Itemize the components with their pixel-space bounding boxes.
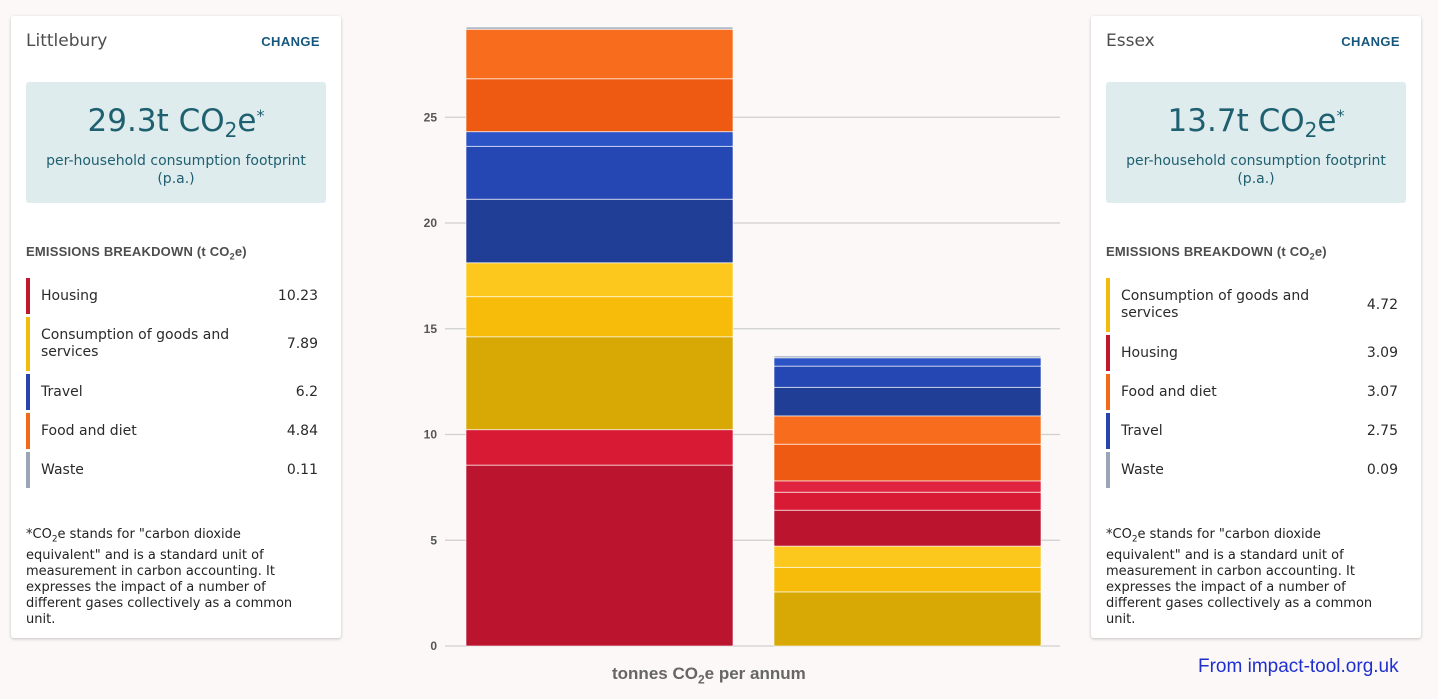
breakdown-item: Food and diet 4.84 (26, 413, 318, 449)
bar-segment (465, 336, 734, 431)
breakdown-item: Food and diet 3.07 (1106, 374, 1398, 410)
bar-segment (773, 365, 1042, 388)
bar-segment (773, 386, 1042, 417)
category-value: 6.2 (295, 384, 318, 400)
category-label: Waste (1121, 461, 1164, 478)
bar-segment (465, 28, 734, 80)
category-label: Housing (1121, 344, 1178, 361)
x-axis-label: tonnes CO2e per annum (612, 664, 806, 687)
y-tick-label: 5 (430, 533, 437, 547)
category-value: 2.75 (1366, 423, 1398, 439)
y-tick-label: 10 (424, 428, 438, 442)
y-tick-label: 0 (430, 639, 437, 653)
breakdown-title: EMISSIONS BREAKDOWN (t CO2e) (26, 244, 247, 262)
total-footprint-description: per-household consumption footprint (p.a… (46, 153, 306, 187)
category-swatch (1106, 335, 1110, 371)
bar-segment (773, 591, 1042, 647)
breakdown-item: Waste 0.11 (26, 452, 318, 488)
bar-segment (465, 145, 734, 200)
bar-segment (465, 131, 734, 147)
category-label: Travel (41, 383, 83, 400)
category-swatch (26, 278, 30, 314)
change-area-button[interactable]: CHANGE (1341, 34, 1400, 49)
co2e-footnote: *CO2e stands for "carbon dioxide equival… (26, 527, 293, 627)
category-value: 4.84 (286, 423, 318, 439)
category-swatch (1106, 278, 1110, 332)
breakdown-item: Housing 10.23 (26, 278, 318, 314)
category-swatch (26, 317, 30, 371)
breakdown-list: Consumption of goods and services 4.72 H… (1106, 278, 1398, 491)
total-footprint-box: 13.7t CO2e* per-household consumption fo… (1106, 82, 1406, 203)
category-label: Travel (1121, 422, 1163, 439)
category-value: 3.07 (1366, 384, 1398, 400)
bar-segment (773, 545, 1042, 568)
category-value: 0.09 (1366, 462, 1398, 478)
category-swatch (26, 374, 30, 410)
category-value: 0.11 (286, 462, 318, 478)
bar-segment (773, 355, 1042, 359)
total-footprint-description: per-household consumption footprint (p.a… (1126, 153, 1386, 187)
category-label: Waste (41, 461, 84, 478)
y-tick-label: 25 (424, 110, 438, 124)
bar-segment (465, 262, 734, 298)
bar-segment (773, 480, 1042, 493)
category-value: 3.09 (1366, 345, 1398, 361)
category-label: Consumption of goods and services (1121, 288, 1310, 321)
breakdown-list: Housing 10.23 Consumption of goods and s… (26, 278, 318, 491)
breakdown-title: EMISSIONS BREAKDOWN (t CO2e) (1106, 244, 1327, 262)
area-name: Littlebury (26, 31, 108, 51)
breakdown-item: Consumption of goods and services 4.72 (1106, 278, 1398, 332)
category-label: Food and diet (41, 422, 137, 439)
bar-segment (465, 198, 734, 264)
bar-segment (773, 357, 1042, 367)
stacked-bar-chart: 0 5 10 15 20 25 (424, 26, 1060, 653)
category-swatch (1106, 413, 1110, 449)
bar-segment (773, 509, 1042, 547)
y-tick-label: 15 (424, 322, 438, 336)
category-value: 4.72 (1366, 297, 1398, 313)
bar-segment (773, 491, 1042, 511)
category-swatch (1106, 374, 1110, 410)
right-area-card: Essex CHANGE 13.7t CO2e* per-household c… (1091, 16, 1421, 638)
bar-segment (465, 26, 734, 30)
category-swatch (1106, 452, 1110, 488)
breakdown-item: Waste 0.09 (1106, 452, 1398, 488)
breakdown-item: Consumption of goods and services 7.89 (26, 317, 318, 371)
breakdown-item: Travel 6.2 (26, 374, 318, 410)
bar-segment (465, 429, 734, 466)
co2e-footnote: *CO2e stands for "carbon dioxide equival… (1106, 527, 1373, 627)
left-area-card: Littlebury CHANGE 29.3t CO2e* per-househ… (11, 16, 341, 638)
source-link[interactable]: From impact-tool.org.uk (1198, 656, 1399, 677)
breakdown-item: Travel 2.75 (1106, 413, 1398, 449)
area-name: Essex (1106, 31, 1155, 51)
breakdown-item: Housing 3.09 (1106, 335, 1398, 371)
category-value: 10.23 (277, 288, 318, 304)
category-swatch (26, 413, 30, 449)
bar-segment (773, 443, 1042, 482)
category-label: Food and diet (1121, 383, 1217, 400)
bar-segment (465, 464, 734, 647)
change-area-button[interactable]: CHANGE (261, 34, 320, 49)
bar-segment (465, 296, 734, 338)
y-tick-label: 20 (424, 216, 438, 230)
total-footprint-value: 29.3t CO2e* (87, 103, 265, 142)
category-label: Consumption of goods and services (41, 327, 230, 360)
category-label: Housing (41, 287, 98, 304)
category-value: 7.89 (286, 336, 318, 352)
bar-segment (773, 415, 1042, 445)
bar-segment (773, 566, 1042, 593)
category-swatch (26, 452, 30, 488)
bar-segment (465, 78, 734, 133)
total-footprint-value: 13.7t CO2e* (1167, 103, 1345, 142)
total-footprint-box: 29.3t CO2e* per-household consumption fo… (26, 82, 326, 203)
